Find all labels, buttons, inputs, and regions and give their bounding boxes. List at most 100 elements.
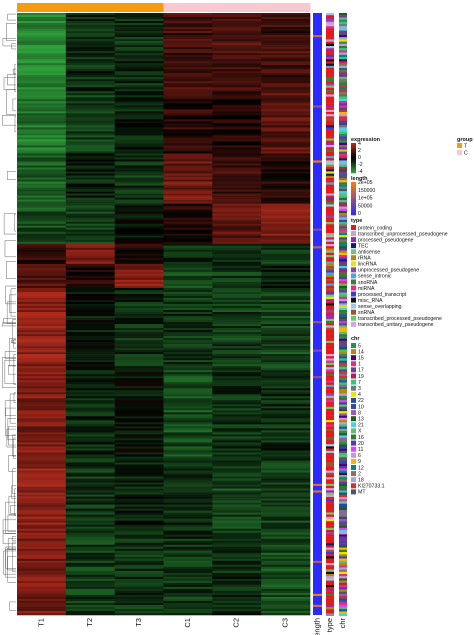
chr-cell (339, 54, 347, 58)
heatmap-cell (114, 67, 164, 70)
heatmap-cell (261, 486, 311, 489)
heatmap-cell (212, 594, 262, 598)
heatmap-cell (212, 360, 262, 363)
dendrogram-branch (5, 407, 16, 436)
chr-cell (339, 532, 347, 535)
heatmap-cell (261, 438, 311, 441)
heatmap-cell (261, 516, 311, 519)
heatmap-cell (65, 261, 115, 265)
heatmap-cell (261, 91, 311, 94)
heatmap-cell (65, 195, 115, 198)
heatmap-cell (114, 263, 164, 267)
heatmap-cell (17, 257, 67, 261)
heatmap-cell (17, 115, 67, 118)
heatmap-cell (261, 452, 311, 455)
heatmap-cell (17, 586, 67, 590)
heatmap-cell (65, 426, 115, 429)
heatmap-cell (212, 15, 262, 18)
type-cell (326, 162, 334, 165)
heatmap-cell (163, 245, 213, 249)
heatmap-cell (114, 600, 164, 604)
heatmap-cell (114, 157, 164, 160)
type-cell (326, 292, 334, 295)
heatmap-cell (114, 324, 164, 327)
heatmap-cell (163, 556, 213, 560)
type-cell (326, 180, 334, 183)
heatmap-cell (65, 235, 115, 239)
type-cell (326, 288, 334, 291)
heatmap-cell (212, 586, 262, 590)
heatmap-cell (261, 99, 311, 102)
heatmap-cell (17, 608, 67, 612)
heatmap-cell (65, 362, 115, 365)
type-cell (326, 217, 334, 220)
heatmap-cell (163, 223, 213, 227)
heatmap-cell (17, 520, 67, 523)
chr-cell (339, 279, 347, 282)
heatmap-cell (17, 95, 67, 98)
heatmap-cell (212, 444, 262, 447)
type-legend-label: unprocessed_pseudogene (358, 268, 419, 274)
heatmap-cell (261, 474, 311, 477)
type-cell (326, 340, 334, 344)
type-cell (326, 307, 334, 311)
chr-cell (339, 409, 347, 412)
heatmap-cell (114, 370, 164, 373)
heatmap-cell (261, 17, 311, 20)
dendrogram-branch (4, 240, 16, 258)
type-cell (326, 448, 334, 451)
heatmap-cell (163, 390, 213, 393)
heatmap-cell (261, 476, 311, 479)
heatmap-cell (65, 386, 115, 389)
length-legend-step (351, 206, 356, 209)
heatmap-cell (17, 596, 67, 600)
type-cell (326, 101, 334, 104)
heatmap-cell (163, 27, 213, 30)
heatmap-cell (163, 301, 213, 305)
heatmap-cell (261, 428, 311, 431)
dendrogram-branch (8, 365, 16, 375)
heatmap-cell (163, 243, 213, 247)
heatmap-cell (212, 85, 262, 88)
heatmap-cell (114, 75, 164, 78)
heatmap-cell (261, 414, 311, 417)
heatmap-cell (114, 514, 164, 517)
heatmap-cell (114, 39, 164, 42)
dendrogram-branch (7, 171, 16, 180)
heatmap-cell (163, 33, 213, 36)
heatmap-cell (261, 534, 311, 538)
chr-legend-label: 13 (358, 417, 364, 423)
heatmap-cell (17, 394, 67, 397)
heatmap-cell (65, 422, 115, 425)
heatmap-cell (17, 364, 67, 367)
heatmap-cell (212, 105, 262, 108)
heatmap-cell (261, 203, 311, 206)
chr-cell (339, 46, 347, 49)
heatmap-cell (212, 155, 262, 158)
heatmap-cell (261, 107, 311, 110)
heatmap-cell (261, 402, 311, 405)
heatmap-cell (114, 137, 164, 140)
heatmap-cell (65, 187, 115, 190)
heatmap-cell (114, 225, 164, 229)
heatmap-cell (212, 239, 262, 243)
type-cell (326, 354, 334, 357)
heatmap-cell (65, 552, 115, 556)
heatmap-cell (17, 458, 67, 461)
heatmap-cell (212, 362, 262, 365)
chr-cell (339, 164, 347, 168)
heatmap-cell (163, 281, 213, 285)
type-cell (326, 435, 334, 438)
heatmap-cell (114, 374, 164, 377)
heatmap-cell (65, 205, 115, 208)
chr-cell (339, 455, 347, 458)
heatmap-cell (163, 171, 213, 174)
column-label: T3 (134, 618, 143, 627)
heatmap-cell (17, 99, 67, 102)
dendrogram-branch (9, 393, 16, 424)
heatmap-cell (17, 71, 67, 74)
heatmap-cell (212, 69, 262, 72)
heatmap-cell (212, 464, 262, 467)
heatmap-cell (17, 133, 67, 136)
heatmap-cell (261, 125, 311, 128)
